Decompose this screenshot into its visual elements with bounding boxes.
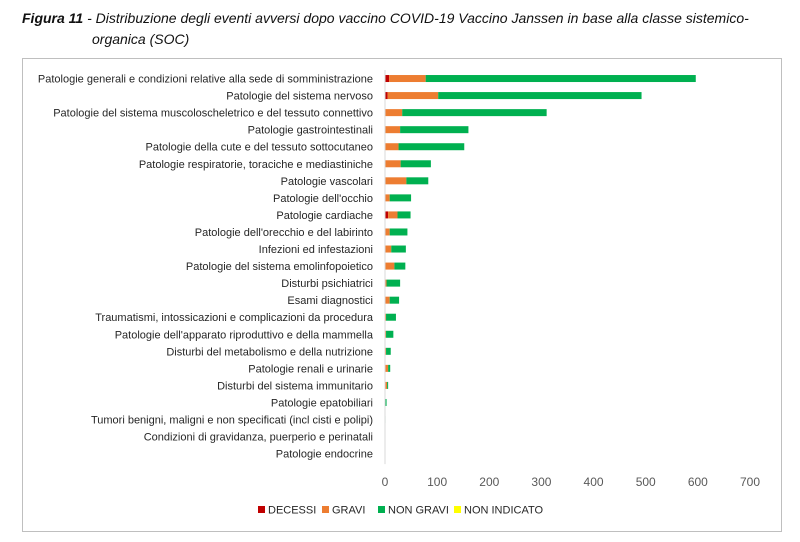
bar-segment [385, 381, 388, 389]
legend-swatch [378, 506, 385, 513]
bar-segment [385, 228, 390, 236]
bar-segment [406, 177, 429, 185]
bar-segment [385, 347, 387, 355]
category-label: Infezioni ed infestazioni [259, 244, 373, 256]
x-tick-label: 0 [382, 475, 389, 489]
category-label: Tumori benigni, maligni e non specificat… [91, 415, 373, 427]
category-label: Patologie della cute e del tessuto sotto… [146, 142, 374, 154]
bar-segment [438, 92, 642, 100]
bar-segment [385, 245, 392, 253]
category-label: Traumatismi, intossicazioni e complicazi… [95, 312, 374, 324]
x-tick-label: 500 [636, 475, 656, 489]
category-labels: Patologie generali e condizioni relative… [38, 74, 374, 461]
legend-swatch [454, 506, 461, 513]
bar-segment [389, 75, 426, 83]
bar-segment [385, 126, 401, 134]
legend-label: GRAVI [332, 505, 365, 517]
category-label: Condizioni di gravidanza, puerperio e pe… [144, 432, 373, 444]
legend: DECESSI GRAVI NON GRAVI NON INDICATO [258, 505, 543, 517]
category-label: Patologie dell'occhio [273, 193, 373, 205]
legend-label: NON INDICATO [464, 505, 543, 517]
category-label: Patologie cardiache [276, 210, 373, 222]
bar-segment [391, 245, 406, 253]
bar-segment [385, 330, 387, 338]
category-label: Patologie dell'apparato riproduttivo e d… [115, 329, 374, 341]
category-label: Disturbi psichiatrici [281, 278, 373, 290]
bar-segment [385, 211, 389, 219]
bar-segment [425, 75, 696, 83]
figure-title-line1: Distribuzione degli eventi avversi dopo … [95, 10, 749, 26]
figure-caption: Figura 11 - Distribuzione degli eventi a… [22, 8, 782, 50]
figure-title-line2: organica (SOC) [92, 31, 190, 47]
x-tick-label: 700 [740, 475, 760, 489]
legend-swatch [258, 506, 265, 513]
bar-segment [388, 364, 391, 372]
bar-segment [386, 279, 401, 287]
category-label: Patologie epatobiliari [271, 397, 373, 409]
bar-segment [386, 330, 394, 338]
bar-segment [397, 211, 411, 219]
caption-separator: - [83, 10, 96, 26]
chart-frame [22, 58, 782, 532]
x-tick-label: 200 [479, 475, 499, 489]
bar-segment [385, 143, 399, 151]
category-label: Patologie generali e condizioni relative… [38, 74, 373, 86]
bar-segment [394, 262, 406, 270]
bar-segment [387, 381, 389, 389]
category-label: Disturbi del sistema immunitario [217, 380, 373, 392]
bar-segment [385, 313, 387, 321]
bar-segment [385, 109, 403, 117]
legend-label: NON GRAVI [388, 505, 449, 517]
bar-segment [400, 160, 431, 168]
bar-segment [385, 194, 390, 202]
category-label: Patologie del sistema emolinfopoietico [186, 261, 373, 273]
x-tick-label: 400 [584, 475, 604, 489]
bars [385, 75, 696, 424]
bar-segment [388, 211, 398, 219]
bar-segment [385, 177, 407, 185]
x-axis: 0 100 200 300 400 500 600 700 [382, 70, 760, 489]
bar-segment [385, 364, 389, 372]
bar-segment [400, 126, 469, 134]
bar-segment [387, 92, 439, 100]
category-label: Patologie del sistema muscoloscheletrico… [53, 108, 373, 120]
bar-segment [398, 143, 465, 151]
legend-swatch [322, 506, 329, 513]
bar-segment [389, 228, 408, 236]
bar-segment [386, 347, 391, 355]
category-label: Patologie vascolari [281, 176, 373, 188]
bar-segment [385, 160, 401, 168]
x-tick-label: 300 [531, 475, 551, 489]
category-label: Patologie dell'orecchio e del labirinto [195, 227, 373, 239]
bar-segment [385, 92, 388, 100]
bar-segment [385, 398, 387, 406]
x-tick-label: 100 [427, 475, 447, 489]
category-label: Patologie gastrointestinali [248, 125, 373, 137]
bar-segment [385, 296, 390, 304]
bar-segment [389, 296, 400, 304]
category-label: Patologie renali e urinarie [248, 363, 373, 375]
category-label: Patologie respiratorie, toraciche e medi… [139, 159, 373, 171]
x-tick-label: 600 [688, 475, 708, 489]
legend-label: DECESSI [268, 505, 316, 517]
bar-segment [389, 194, 412, 202]
bar-segment [386, 313, 396, 321]
figure-label: Figura 11 [22, 10, 84, 26]
bar-segment [385, 75, 390, 83]
category-label: Esami diagnostici [287, 295, 373, 307]
bar-segment [402, 109, 547, 117]
bar-segment [385, 262, 395, 270]
category-label: Disturbi del metabolismo e della nutrizi… [166, 346, 373, 358]
bar-segment [385, 279, 387, 287]
category-label: Patologie endocrine [276, 449, 373, 461]
category-label: Patologie del sistema nervoso [226, 91, 373, 103]
